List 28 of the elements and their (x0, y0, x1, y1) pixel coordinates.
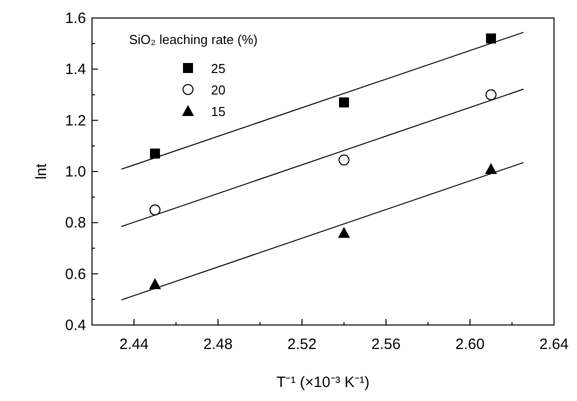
y-tick-label: 1.6 (65, 10, 86, 27)
y-tick-label: 0.6 (65, 266, 86, 283)
legend-title: SiO₂ leaching rate (%) (129, 32, 258, 47)
point (338, 154, 350, 166)
y-tick-label: 0.8 (65, 214, 86, 232)
point (485, 162, 497, 174)
point (150, 204, 160, 216)
y-axis-title: lnt (33, 162, 50, 180)
point (338, 226, 350, 238)
point (486, 33, 496, 44)
point (486, 89, 496, 100)
point (339, 97, 349, 108)
x-tick-label: 2.56 (371, 336, 401, 353)
legend-label: 15 (211, 104, 226, 119)
y-tick-label: 1.2 (65, 112, 86, 130)
y-tick-label: 0.4 (65, 317, 86, 334)
y-tick-label: 1.4 (65, 61, 86, 78)
y-tick-label: 1.0 (65, 164, 86, 180)
legend-label: 20 (211, 82, 226, 98)
x-tick-label: 2.48 (203, 336, 233, 353)
x-axis-title: T⁻¹ (×10⁻³ K⁻¹) (276, 374, 370, 391)
x-tick-label: 2.64 (539, 336, 569, 353)
point (149, 278, 161, 290)
x-tick-label: 2.52 (287, 336, 317, 353)
point (150, 148, 160, 159)
legend-label: 25 (211, 61, 226, 76)
x-tick-label: 2.44 (119, 336, 149, 353)
x-tick-label: 2.60 (455, 336, 485, 353)
